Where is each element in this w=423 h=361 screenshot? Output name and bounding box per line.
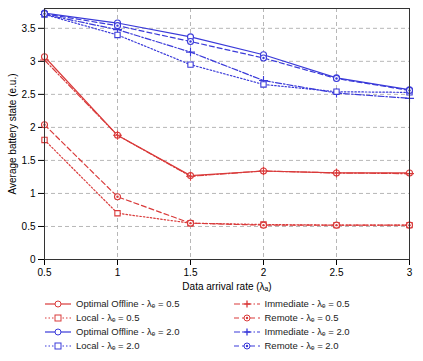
html-text:Immediate - λₑ = 0.5: Immediate - λₑ = 0.5 bbox=[264, 298, 350, 309]
svg-text:3: 3 bbox=[407, 267, 413, 278]
svg-text:1: 1 bbox=[30, 188, 36, 199]
svg-text:0.5: 0.5 bbox=[22, 221, 36, 232]
svg-text:0.5: 0.5 bbox=[38, 267, 52, 278]
svg-text:2: 2 bbox=[261, 267, 267, 278]
html-text:Immediate - λₑ = 2.0: Immediate - λₑ = 2.0 bbox=[264, 326, 350, 337]
html-text:Remote - λₑ = 0.5: Remote - λₑ = 0.5 bbox=[264, 312, 339, 323]
svg-text:Average battery state (e.u.): Average battery state (e.u.) bbox=[7, 74, 18, 195]
svg-text:1: 1 bbox=[115, 267, 121, 278]
html-text:Optimal Offline - λₑ = 0.5: Optimal Offline - λₑ = 0.5 bbox=[76, 298, 180, 309]
html-text:Local - λₑ = 0.5: Local - λₑ = 0.5 bbox=[76, 312, 140, 323]
html-text:Remote - λₑ = 2.0: Remote - λₑ = 2.0 bbox=[264, 340, 339, 351]
html-text:Optimal Offline - λₑ = 2.0: Optimal Offline - λₑ = 2.0 bbox=[76, 326, 180, 337]
svg-text:2.5: 2.5 bbox=[330, 267, 344, 278]
svg-text:2.5: 2.5 bbox=[22, 89, 36, 100]
svg-text:0: 0 bbox=[30, 254, 36, 265]
svg-text:Data arrival rate (λₐ): Data arrival rate (λₐ) bbox=[182, 281, 271, 292]
svg-text:3: 3 bbox=[30, 56, 36, 67]
html-text:Local - λₑ = 2.0: Local - λₑ = 2.0 bbox=[76, 340, 140, 351]
svg-text:2: 2 bbox=[30, 122, 36, 133]
svg-text:1.5: 1.5 bbox=[184, 267, 198, 278]
svg-text:3.5: 3.5 bbox=[22, 23, 36, 34]
svg-text:1.5: 1.5 bbox=[22, 155, 36, 166]
